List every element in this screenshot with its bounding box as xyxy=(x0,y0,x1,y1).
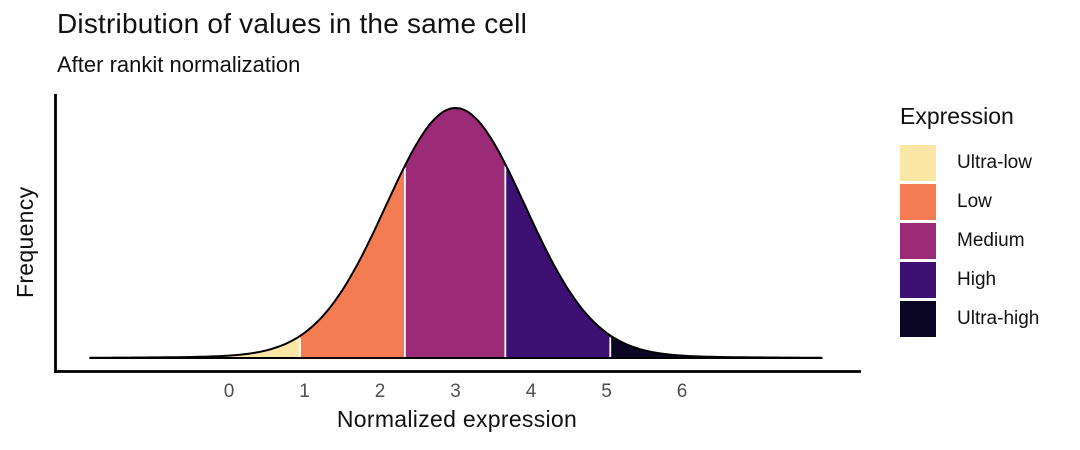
legend-label: Ultra-low xyxy=(957,152,1032,173)
legend-item: Ultra-high xyxy=(900,301,1039,337)
legend-item: Medium xyxy=(900,223,1039,259)
x-tick-label: 1 xyxy=(299,381,310,402)
legend-title: Expression xyxy=(900,103,1014,129)
legend-item: High xyxy=(900,262,1039,298)
legend-swatch-high xyxy=(900,262,936,298)
density-area-segment-ultra-high xyxy=(610,335,822,358)
legend-items: Ultra-low Low Medium High Ultra-high xyxy=(900,145,1039,337)
legend-label: Medium xyxy=(957,230,1025,251)
x-tick-label: 5 xyxy=(601,381,612,402)
y-axis-title: Frequency xyxy=(12,186,38,298)
legend-item: Low xyxy=(900,184,1039,220)
x-tick-label: 6 xyxy=(676,381,688,402)
legend: Expression Ultra-low Low Medium High Ultra-h… xyxy=(900,103,1039,340)
density-area-segment-ultra-low xyxy=(90,335,300,358)
legend-label: Ultra-high xyxy=(957,308,1040,329)
density-area-segment-medium xyxy=(404,108,506,358)
x-axis-title: Normalized expression xyxy=(336,406,578,432)
chart-subtitle: After rankit normalization xyxy=(57,52,301,77)
x-tick-label: 2 xyxy=(374,381,386,402)
legend-label: High xyxy=(957,269,997,290)
density-area-segment-high xyxy=(505,164,611,358)
legend-item: Ultra-low xyxy=(900,145,1039,181)
legend-swatch-ultra-low xyxy=(900,145,936,181)
chart-title: Distribution of values in the same cell xyxy=(57,8,528,39)
legend-swatch-medium xyxy=(900,223,936,259)
legend-swatch-low xyxy=(900,184,936,220)
x-tick-label: 0 xyxy=(223,381,235,402)
legend-swatch-ultra-high xyxy=(900,301,936,337)
x-tick-label: 4 xyxy=(525,381,537,402)
x-tick-label: 3 xyxy=(450,381,461,402)
density-curve xyxy=(89,107,823,359)
legend-label: Low xyxy=(957,191,992,212)
density-area-segment-low xyxy=(300,165,405,358)
